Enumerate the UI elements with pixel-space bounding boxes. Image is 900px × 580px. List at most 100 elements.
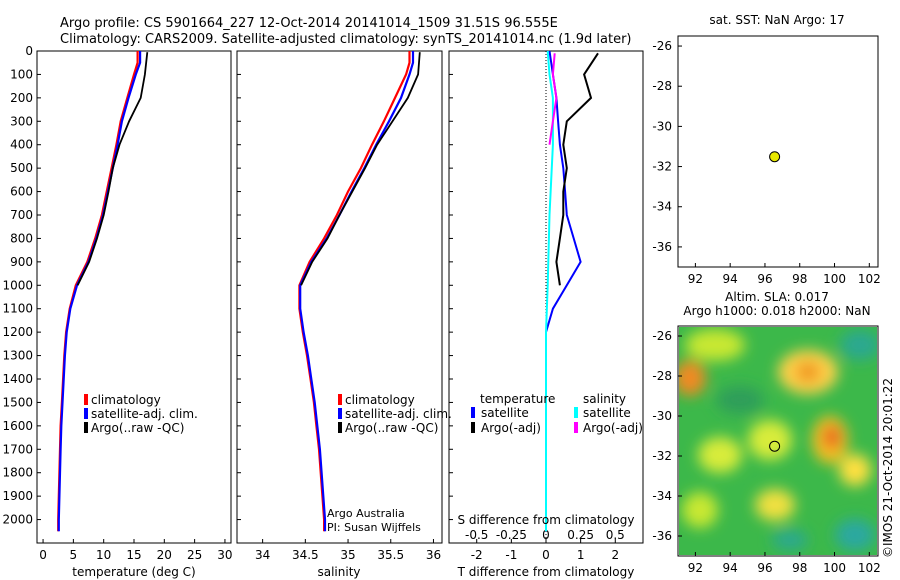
sla-blob <box>716 386 764 414</box>
depth-tick-label: 300 <box>10 114 33 128</box>
legend-temperature-heading: temperature <box>480 392 555 406</box>
x-tick-label: 1 <box>577 548 585 562</box>
legend-satellite-label: satellite-adj. clim. <box>345 407 452 421</box>
sla-blob <box>840 330 877 360</box>
temperature-xlabel: temperature (deg C) <box>72 565 195 579</box>
map-x-tick-label: 102 <box>858 272 881 286</box>
legend-argo-label: Argo(..raw -QC) <box>345 421 438 435</box>
x-tick-label: 35.5 <box>377 548 404 562</box>
sst-map-panel <box>677 35 879 268</box>
map-x-tick-label: 102 <box>858 561 881 575</box>
depth-tick-label: 2000 <box>2 513 33 527</box>
sla-map-axes: -26 -28 -30 -32 -34 -36 92 94 96 98 100 102 <box>652 329 880 575</box>
x-tick-label: 25 <box>187 548 202 562</box>
series-line-2 <box>300 52 421 286</box>
map-x-tick-label: 100 <box>823 561 846 575</box>
salinity-panel <box>236 50 443 544</box>
x-tick-label: 15 <box>126 548 141 562</box>
x-tick-label: -1 <box>505 548 517 562</box>
depth-tick-label: 500 <box>10 161 33 175</box>
credit-line-1: Argo Australia <box>327 507 405 520</box>
map-x-tick-label: 94 <box>723 272 738 286</box>
depth-tick-label: 1700 <box>2 442 33 456</box>
legend-temperature-argo-label: Argo(-adj) <box>481 421 541 435</box>
diff-series-line-1 <box>555 52 599 286</box>
legend-argo-label: Argo(..raw -QC) <box>91 421 184 435</box>
difference-legend: temperature satellite Argo(-adj) salinit… <box>471 392 643 435</box>
credit-line-2: PI: Susan Wijffels <box>327 521 421 534</box>
x-tick-label: 36 <box>426 548 441 562</box>
map-y-tick-label: -30 <box>652 409 672 423</box>
depth-tick-label: 800 <box>10 231 33 245</box>
x-top-tick-label: -0.5 <box>465 528 488 542</box>
x-tick-label: 0 <box>39 548 47 562</box>
map-y-tick-label: -32 <box>652 160 672 174</box>
map-y-tick-label: -32 <box>652 449 672 463</box>
salinity-x-axis: 34 34.5 35 35.5 36 <box>255 539 441 562</box>
series-line-0 <box>298 51 411 532</box>
map-y-tick-label: -30 <box>652 119 672 133</box>
x-tick-label: 10 <box>96 548 111 562</box>
map-x-tick-label: 94 <box>723 561 738 575</box>
depth-tick-label: 100 <box>10 67 33 81</box>
map-x-tick-label: 98 <box>792 272 807 286</box>
sla-map-title-line-2: Argo h1000: 0.018 h2000: NaN <box>683 304 870 318</box>
map-y-tick-label: -34 <box>652 200 672 214</box>
x-top-tick-label: 0.25 <box>567 528 594 542</box>
difference-xlabel: T difference from climatology <box>457 565 635 579</box>
x-top-tick-label: -0.25 <box>496 528 527 542</box>
depth-tick-label: 1600 <box>2 419 33 433</box>
legend-satellite-label: satellite-adj. clim. <box>91 407 198 421</box>
difference-xlabel-top: S difference from climatology <box>458 513 635 527</box>
sla-field <box>679 327 877 555</box>
depth-tick-label: 1300 <box>2 349 33 363</box>
sla-blob <box>685 329 745 361</box>
depth-tick-label: 200 <box>10 91 33 105</box>
map-x-tick-label: 96 <box>757 561 772 575</box>
depth-tick-label: 400 <box>10 138 33 152</box>
header-line-2: Climatology: CARS2009. Satellite-adjuste… <box>60 32 632 47</box>
x-tick-label: 20 <box>157 548 172 562</box>
x-tick-label: 34.5 <box>292 548 319 562</box>
legend-temperature-satellite-swatch <box>471 407 475 418</box>
legend-argo-swatch <box>338 422 342 433</box>
sst-map-title: sat. SST: NaN Argo: 17 <box>709 13 844 27</box>
map-y-tick-label: -28 <box>652 79 672 93</box>
legend-salinity-satellite-swatch <box>574 407 578 418</box>
sla-map-title-line-1: Altim. SLA: 0.017 <box>725 290 829 304</box>
depth-tick-label: 1800 <box>2 466 33 480</box>
salinity-lines <box>298 51 421 532</box>
legend-climatology-label: climatology <box>345 393 415 407</box>
x-tick-label: 5 <box>70 548 78 562</box>
imos-stamp: ©IMOS 21-Oct-2014 20:01:22 <box>881 378 895 558</box>
legend-satellite-swatch <box>84 408 88 419</box>
map-y-tick-label: -34 <box>652 489 672 503</box>
legend-salinity-satellite-label: satellite <box>583 406 631 420</box>
sla-blob <box>835 519 875 551</box>
x-tick-label: -2 <box>471 548 483 562</box>
sla-blob <box>748 420 792 460</box>
sla-blob <box>839 454 871 486</box>
depth-tick-label: 600 <box>10 185 33 199</box>
map-y-tick-label: -26 <box>652 329 672 343</box>
temperature-panel <box>36 50 232 544</box>
temperature-lines <box>57 51 149 532</box>
depth-tick-label: 1500 <box>2 395 33 409</box>
temperature-x-axis: 0 5 10 15 20 25 30 <box>39 539 233 562</box>
depth-tick-label: 0 <box>25 44 33 58</box>
series-line-1 <box>299 51 415 532</box>
series-line-0 <box>57 51 139 532</box>
series-line-1 <box>57 51 142 532</box>
depth-axis: 0 100 200 300 400 500 600 700 800 900 1000 1100 1200… <box>2 44 453 527</box>
difference-lines <box>545 50 599 543</box>
diff-series-line-3 <box>548 53 558 145</box>
depth-tick-label: 1400 <box>2 372 33 386</box>
map-y-tick-label: -26 <box>652 39 672 53</box>
map-x-tick-label: 96 <box>757 272 772 286</box>
legend-salinity-argo-swatch <box>574 422 578 433</box>
depth-tick-label: 1200 <box>2 325 33 339</box>
depth-tick-label: 900 <box>10 255 33 269</box>
legend-salinity-heading: salinity <box>583 392 626 406</box>
